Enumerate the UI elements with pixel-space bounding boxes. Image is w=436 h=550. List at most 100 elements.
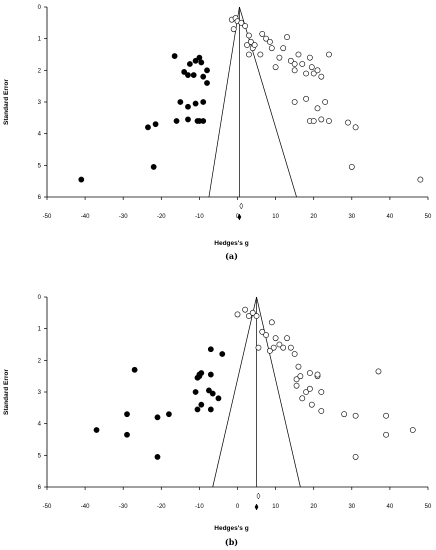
observed-study-point bbox=[303, 95, 309, 102]
pooled-estimate-imputed-diamond bbox=[256, 492, 261, 500]
imputed-study-point bbox=[154, 454, 161, 460]
observed-study-point bbox=[352, 454, 359, 460]
imputed-study-point bbox=[145, 124, 151, 131]
observed-study-point bbox=[299, 61, 306, 67]
observed-study-point bbox=[272, 335, 279, 342]
observed-study-point bbox=[310, 70, 317, 77]
observed-study-point bbox=[318, 389, 325, 395]
x-tick-label: -40 bbox=[81, 214, 90, 220]
observed-study-point bbox=[303, 389, 309, 395]
funnel-left-limit bbox=[208, 6, 240, 198]
observed-study-point bbox=[246, 313, 252, 319]
observed-study-point bbox=[276, 54, 283, 61]
imputed-study-point bbox=[131, 366, 138, 373]
x-tick-label: 10 bbox=[272, 214, 279, 220]
y-axis-title: Standard Error bbox=[3, 79, 10, 125]
imputed-study-point bbox=[194, 406, 201, 413]
observed-study-point bbox=[306, 370, 313, 376]
observed-study-point bbox=[238, 19, 245, 26]
imputed-study-point bbox=[192, 100, 199, 107]
observed-study-point bbox=[280, 344, 287, 351]
observed-study-point bbox=[263, 332, 269, 338]
x-axis-title: Hedges's g bbox=[214, 525, 248, 532]
x-tick-label: 50 bbox=[425, 504, 432, 510]
x-tick-label: -10 bbox=[195, 214, 204, 220]
y-tick-label: 2 bbox=[38, 68, 42, 74]
observed-study-point bbox=[409, 427, 416, 433]
imputed-study-point bbox=[204, 80, 210, 86]
imputed-study-point bbox=[192, 389, 199, 395]
observed-study-point bbox=[291, 61, 298, 67]
imputed-study-point bbox=[186, 61, 193, 67]
y-tick-label: 0 bbox=[38, 295, 42, 301]
imputed-study-point bbox=[207, 346, 214, 353]
y-tick-label: 4 bbox=[38, 132, 42, 138]
y-tick-label: 0 bbox=[38, 5, 42, 11]
observed-study-point bbox=[295, 51, 302, 58]
imputed-study-point bbox=[200, 73, 207, 80]
imputed-study-point bbox=[173, 118, 180, 124]
observed-study-point bbox=[310, 118, 317, 124]
imputed-study-point bbox=[124, 431, 130, 438]
observed-study-point bbox=[326, 51, 332, 58]
observed-study-point bbox=[318, 408, 325, 414]
observed-study-point bbox=[247, 38, 254, 45]
observed-study-point bbox=[314, 371, 321, 378]
observed-study-point bbox=[246, 32, 252, 39]
observed-study-point bbox=[375, 368, 382, 375]
x-tick-label: -50 bbox=[43, 504, 52, 510]
observed-study-point bbox=[322, 99, 329, 105]
imputed-study-point bbox=[177, 99, 184, 105]
observed-study-point bbox=[249, 309, 256, 316]
x-tick-label: -20 bbox=[157, 504, 166, 510]
imputed-study-point bbox=[171, 53, 178, 59]
imputed-study-point bbox=[215, 395, 222, 402]
observed-study-point bbox=[230, 26, 237, 33]
observed-study-point bbox=[284, 335, 290, 342]
imputed-study-point bbox=[204, 67, 210, 74]
y-tick-label: 6 bbox=[38, 485, 42, 491]
observed-study-point bbox=[345, 119, 351, 126]
imputed-study-point bbox=[124, 411, 130, 418]
observed-study-point bbox=[314, 67, 321, 74]
observed-study-point bbox=[295, 363, 302, 370]
imputed-study-point bbox=[185, 116, 191, 123]
imputed-study-point bbox=[150, 164, 157, 170]
pooled-estimate-observed-diamond bbox=[254, 503, 259, 511]
observed-study-point bbox=[303, 70, 309, 77]
y-tick-label: 3 bbox=[38, 100, 42, 106]
y-tick-label: 3 bbox=[38, 390, 42, 396]
observed-study-point bbox=[266, 38, 273, 45]
imputed-study-point bbox=[196, 54, 203, 61]
x-tick-label: 10 bbox=[272, 504, 279, 510]
observed-study-point bbox=[280, 45, 287, 52]
observed-study-point bbox=[270, 344, 277, 351]
x-tick-label: 0 bbox=[236, 504, 240, 510]
imputed-study-point bbox=[209, 390, 216, 397]
imputed-study-point bbox=[154, 414, 161, 421]
x-axis-title: Hedges's g bbox=[214, 240, 248, 247]
imputed-study-point bbox=[152, 121, 159, 128]
y-tick-label: 4 bbox=[38, 422, 42, 428]
observed-study-point bbox=[297, 373, 304, 380]
observed-study-point bbox=[352, 412, 359, 419]
observed-study-point bbox=[242, 306, 249, 313]
panel-label: (b) bbox=[225, 537, 238, 547]
imputed-study-point bbox=[194, 374, 201, 381]
x-tick-label: 20 bbox=[310, 214, 317, 220]
observed-study-point bbox=[255, 344, 262, 351]
imputed-study-point bbox=[93, 427, 100, 433]
x-tick-label: 30 bbox=[348, 214, 355, 220]
panel-label: (a) bbox=[225, 251, 238, 261]
x-tick-label: 40 bbox=[387, 504, 394, 510]
imputed-study-point bbox=[181, 69, 188, 75]
observed-study-point bbox=[299, 395, 306, 402]
observed-study-point bbox=[293, 382, 300, 389]
imputed-study-point bbox=[207, 406, 214, 413]
observed-study-point bbox=[268, 45, 275, 52]
imputed-study-point bbox=[207, 371, 214, 378]
y-tick-label: 5 bbox=[38, 453, 42, 459]
observed-study-point bbox=[266, 347, 273, 354]
